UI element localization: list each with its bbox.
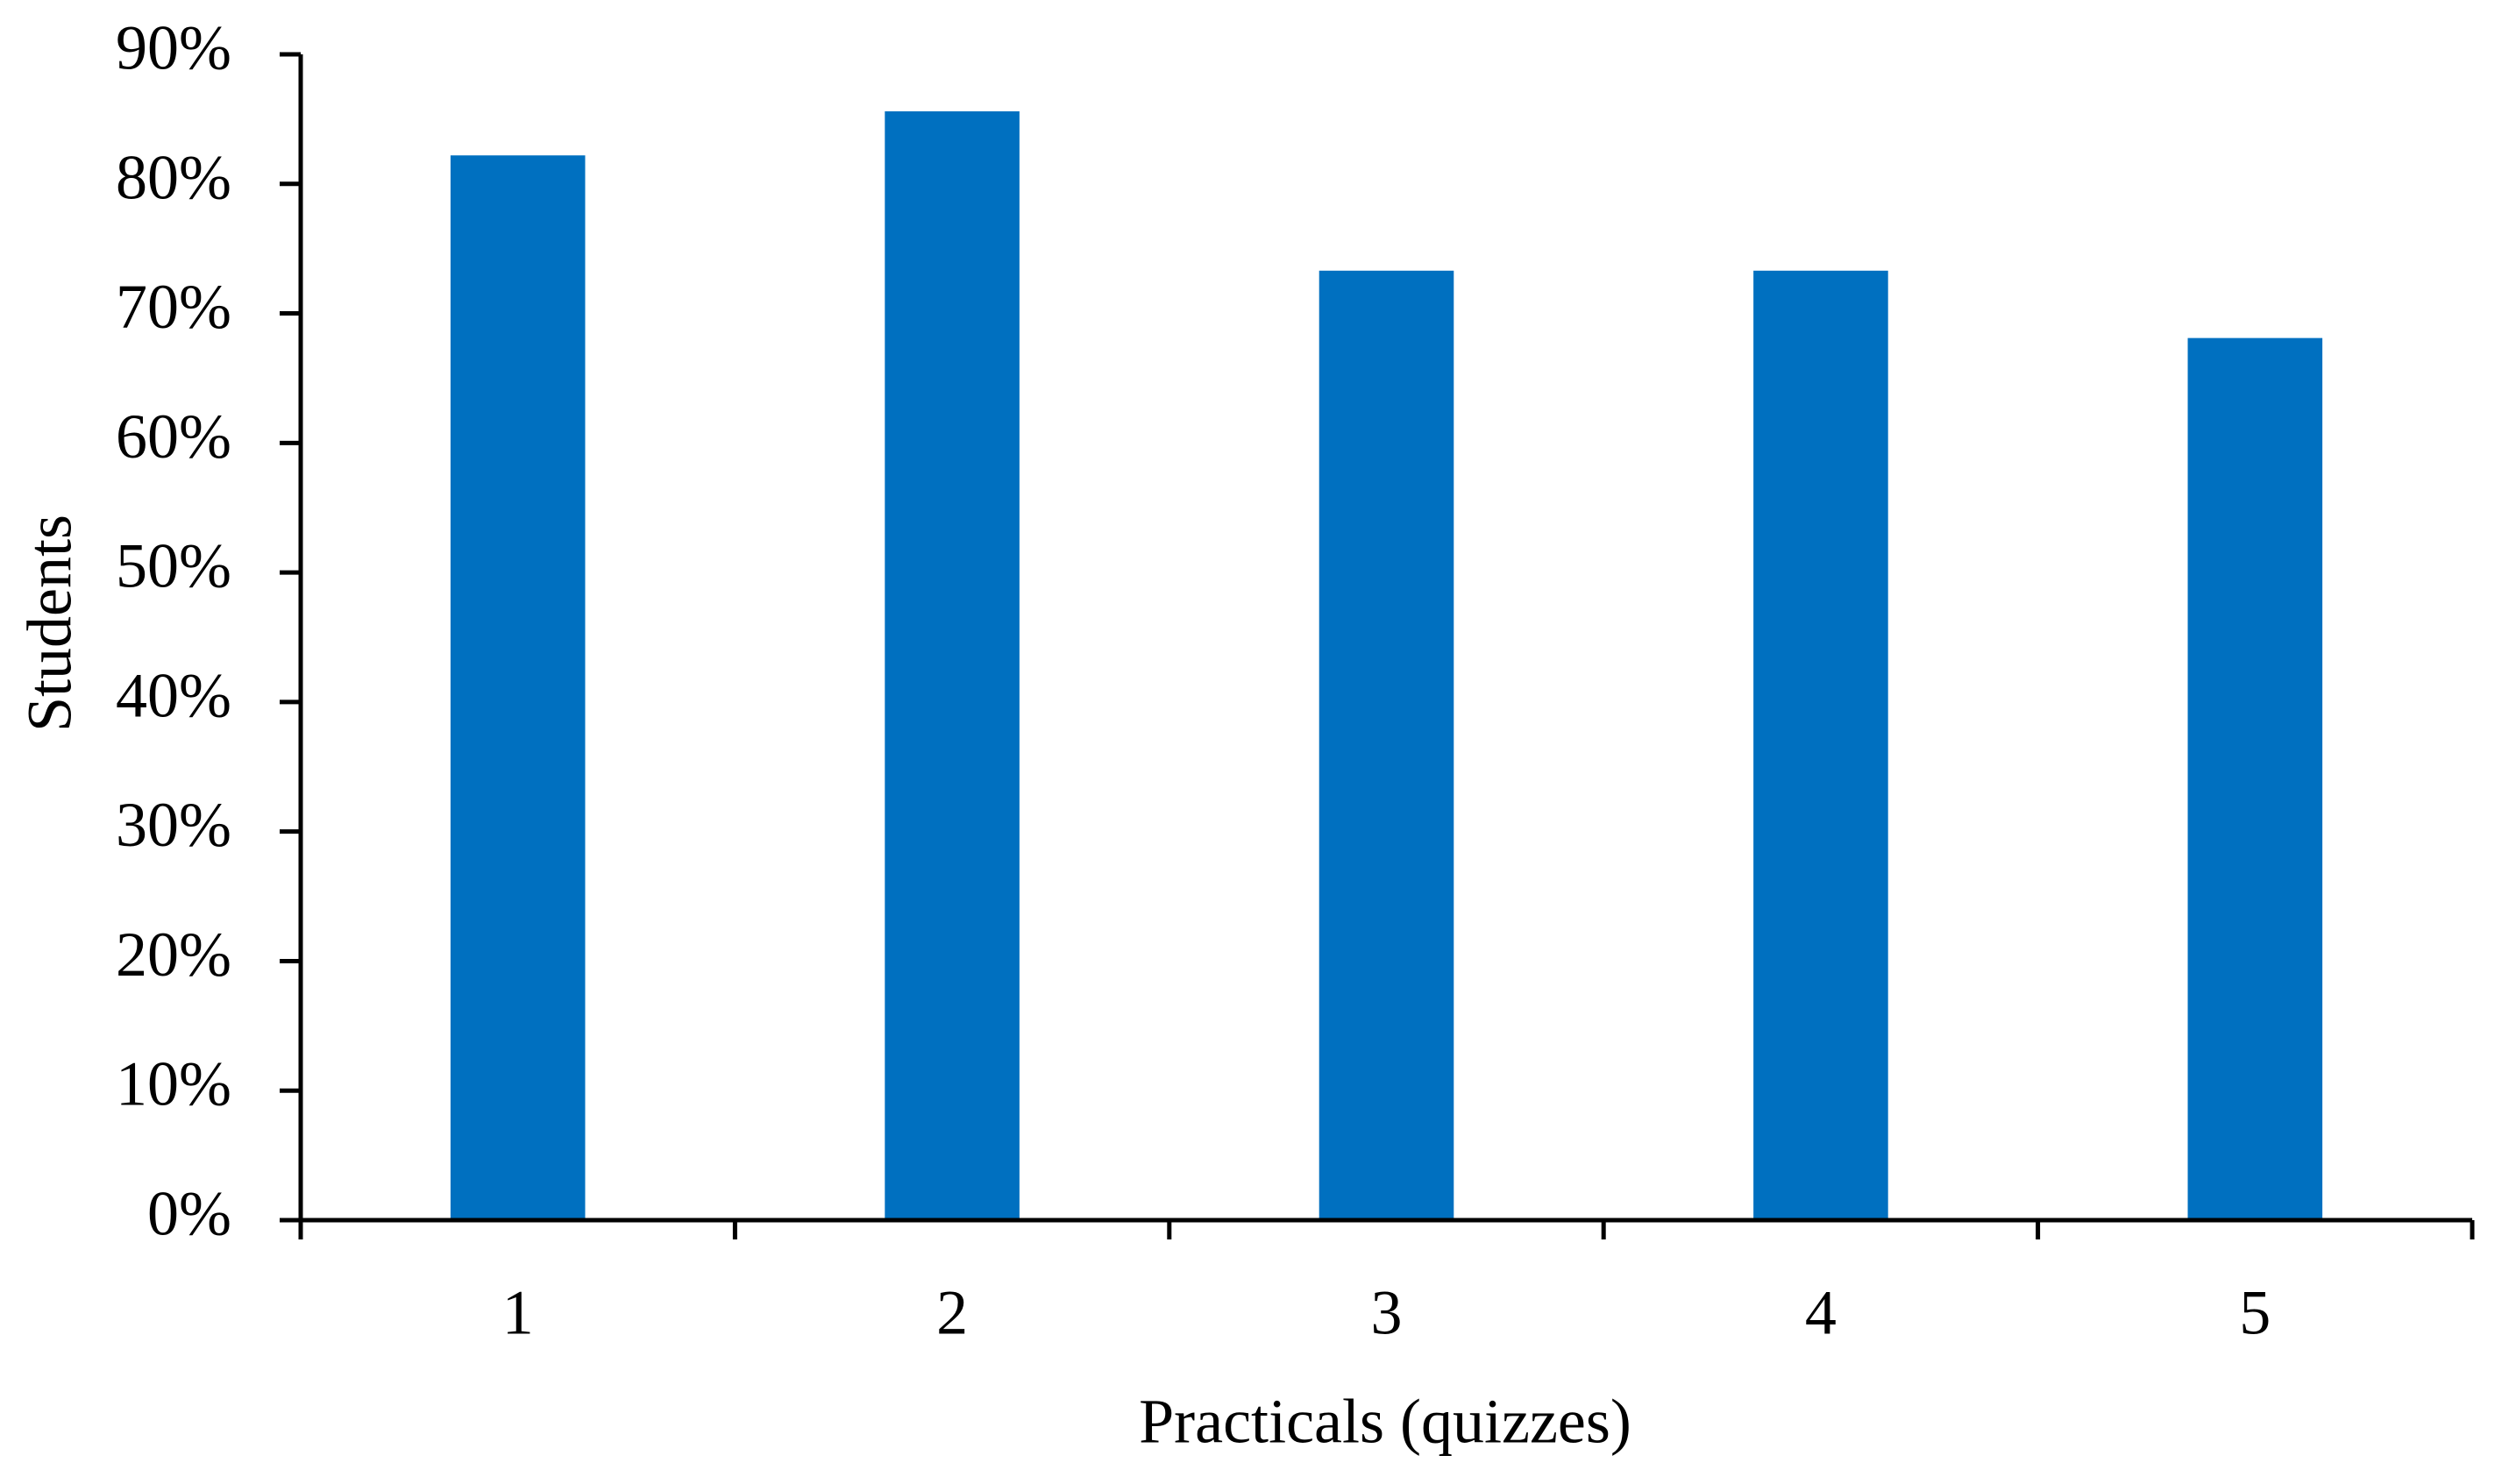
y-tick-label: 20% bbox=[116, 920, 231, 990]
y-tick-label: 10% bbox=[116, 1049, 231, 1119]
x-tick-label: 4 bbox=[1805, 1278, 1837, 1348]
x-axis-label: Practicals (quizzes) bbox=[1139, 1387, 1631, 1457]
bar bbox=[2187, 337, 2323, 1221]
bar bbox=[1753, 270, 1888, 1221]
bar bbox=[1319, 270, 1454, 1221]
y-tick-label: 40% bbox=[116, 660, 231, 730]
y-tick-label: 80% bbox=[116, 142, 231, 212]
x-tick-label: 5 bbox=[2239, 1278, 2271, 1348]
bar bbox=[885, 111, 1020, 1221]
y-axis-label: Students bbox=[15, 515, 85, 732]
x-tick-label: 2 bbox=[936, 1278, 968, 1348]
y-tick-label: 0% bbox=[147, 1179, 231, 1249]
x-tick-label: 1 bbox=[502, 1278, 534, 1348]
y-tick-label: 50% bbox=[116, 531, 231, 601]
y-tick-label: 70% bbox=[116, 272, 231, 342]
x-tick-label: 3 bbox=[1371, 1278, 1403, 1348]
y-tick-label: 30% bbox=[116, 790, 231, 860]
y-tick-label: 90% bbox=[116, 13, 231, 83]
y-tick-label: 60% bbox=[116, 401, 231, 472]
bar bbox=[450, 155, 586, 1221]
